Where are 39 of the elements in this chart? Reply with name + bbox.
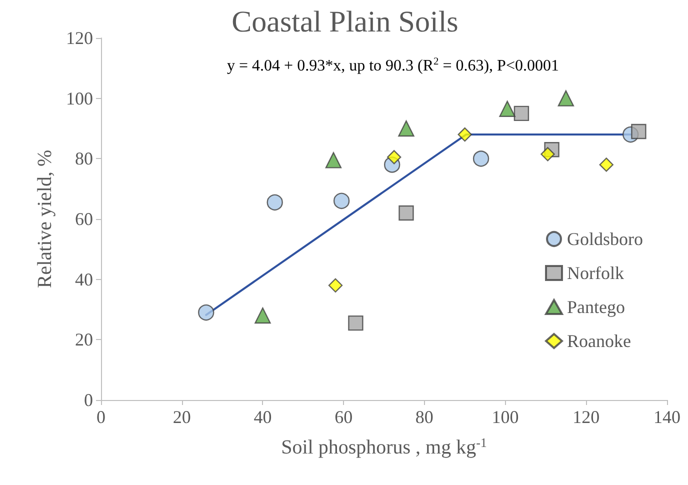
legend-label: Roanoke — [567, 331, 631, 351]
point — [266, 194, 283, 211]
x-tick-label: 100 — [492, 407, 519, 427]
y-tick-label: 120 — [66, 28, 93, 48]
x-tick-label: 140 — [654, 407, 680, 427]
y-tick-label: 100 — [66, 88, 93, 108]
chart-title: Coastal Plain Soils — [232, 6, 458, 38]
x-tick-label: 60 — [334, 407, 353, 427]
point — [472, 150, 490, 167]
point — [499, 100, 516, 117]
x-tick-label: 20 — [172, 407, 191, 427]
y-axis-title: Relative yield, % — [34, 150, 56, 288]
point — [558, 90, 574, 106]
y-tick-label: 40 — [75, 269, 93, 290]
point — [458, 127, 472, 142]
point — [325, 152, 342, 168]
point — [254, 307, 271, 324]
y-tick-label: 80 — [75, 148, 93, 169]
legend-label: Norfolk — [567, 263, 624, 283]
legend-label: Goldsboro — [567, 229, 643, 249]
point — [398, 205, 414, 221]
y-tick-label: 0 — [84, 390, 93, 410]
point — [540, 147, 555, 162]
point — [398, 120, 414, 137]
x-tick-label: 80 — [415, 407, 434, 427]
point — [387, 150, 402, 164]
point — [333, 192, 350, 209]
x-tick-label: 120 — [572, 407, 600, 427]
point — [198, 304, 214, 321]
x-tick-label: 0 — [96, 407, 106, 427]
x-tick-label: 40 — [254, 407, 272, 427]
point — [631, 124, 646, 140]
point — [348, 315, 364, 331]
point — [328, 278, 343, 292]
legend-label: Pantego — [567, 297, 625, 317]
y-tick-label: 20 — [75, 330, 93, 350]
y-tick-label: 60 — [75, 209, 93, 229]
point — [599, 158, 614, 172]
point — [514, 106, 530, 122]
